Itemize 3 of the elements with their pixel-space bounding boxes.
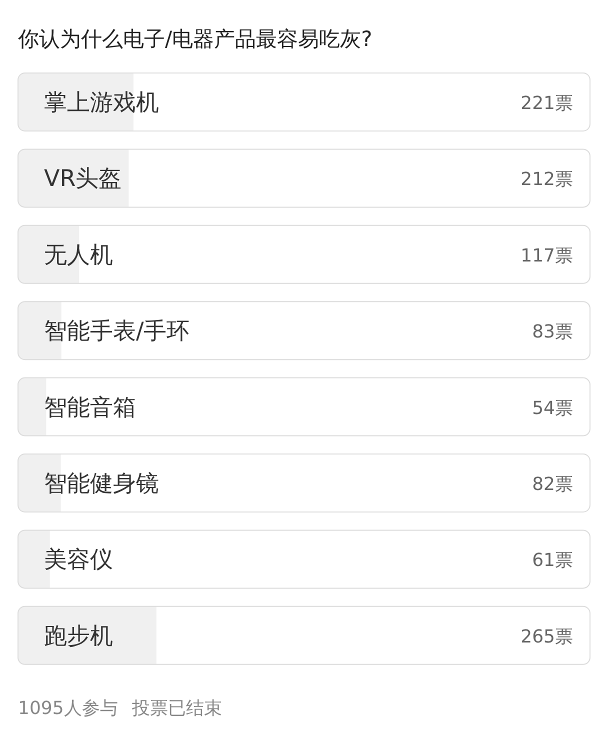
annotation: 投票已结束: [132, 698, 222, 719]
annotation: 1095人参与: [18, 698, 118, 719]
title: 你认为什么电子/电器产品最容易吃灰?: [18, 27, 372, 51]
